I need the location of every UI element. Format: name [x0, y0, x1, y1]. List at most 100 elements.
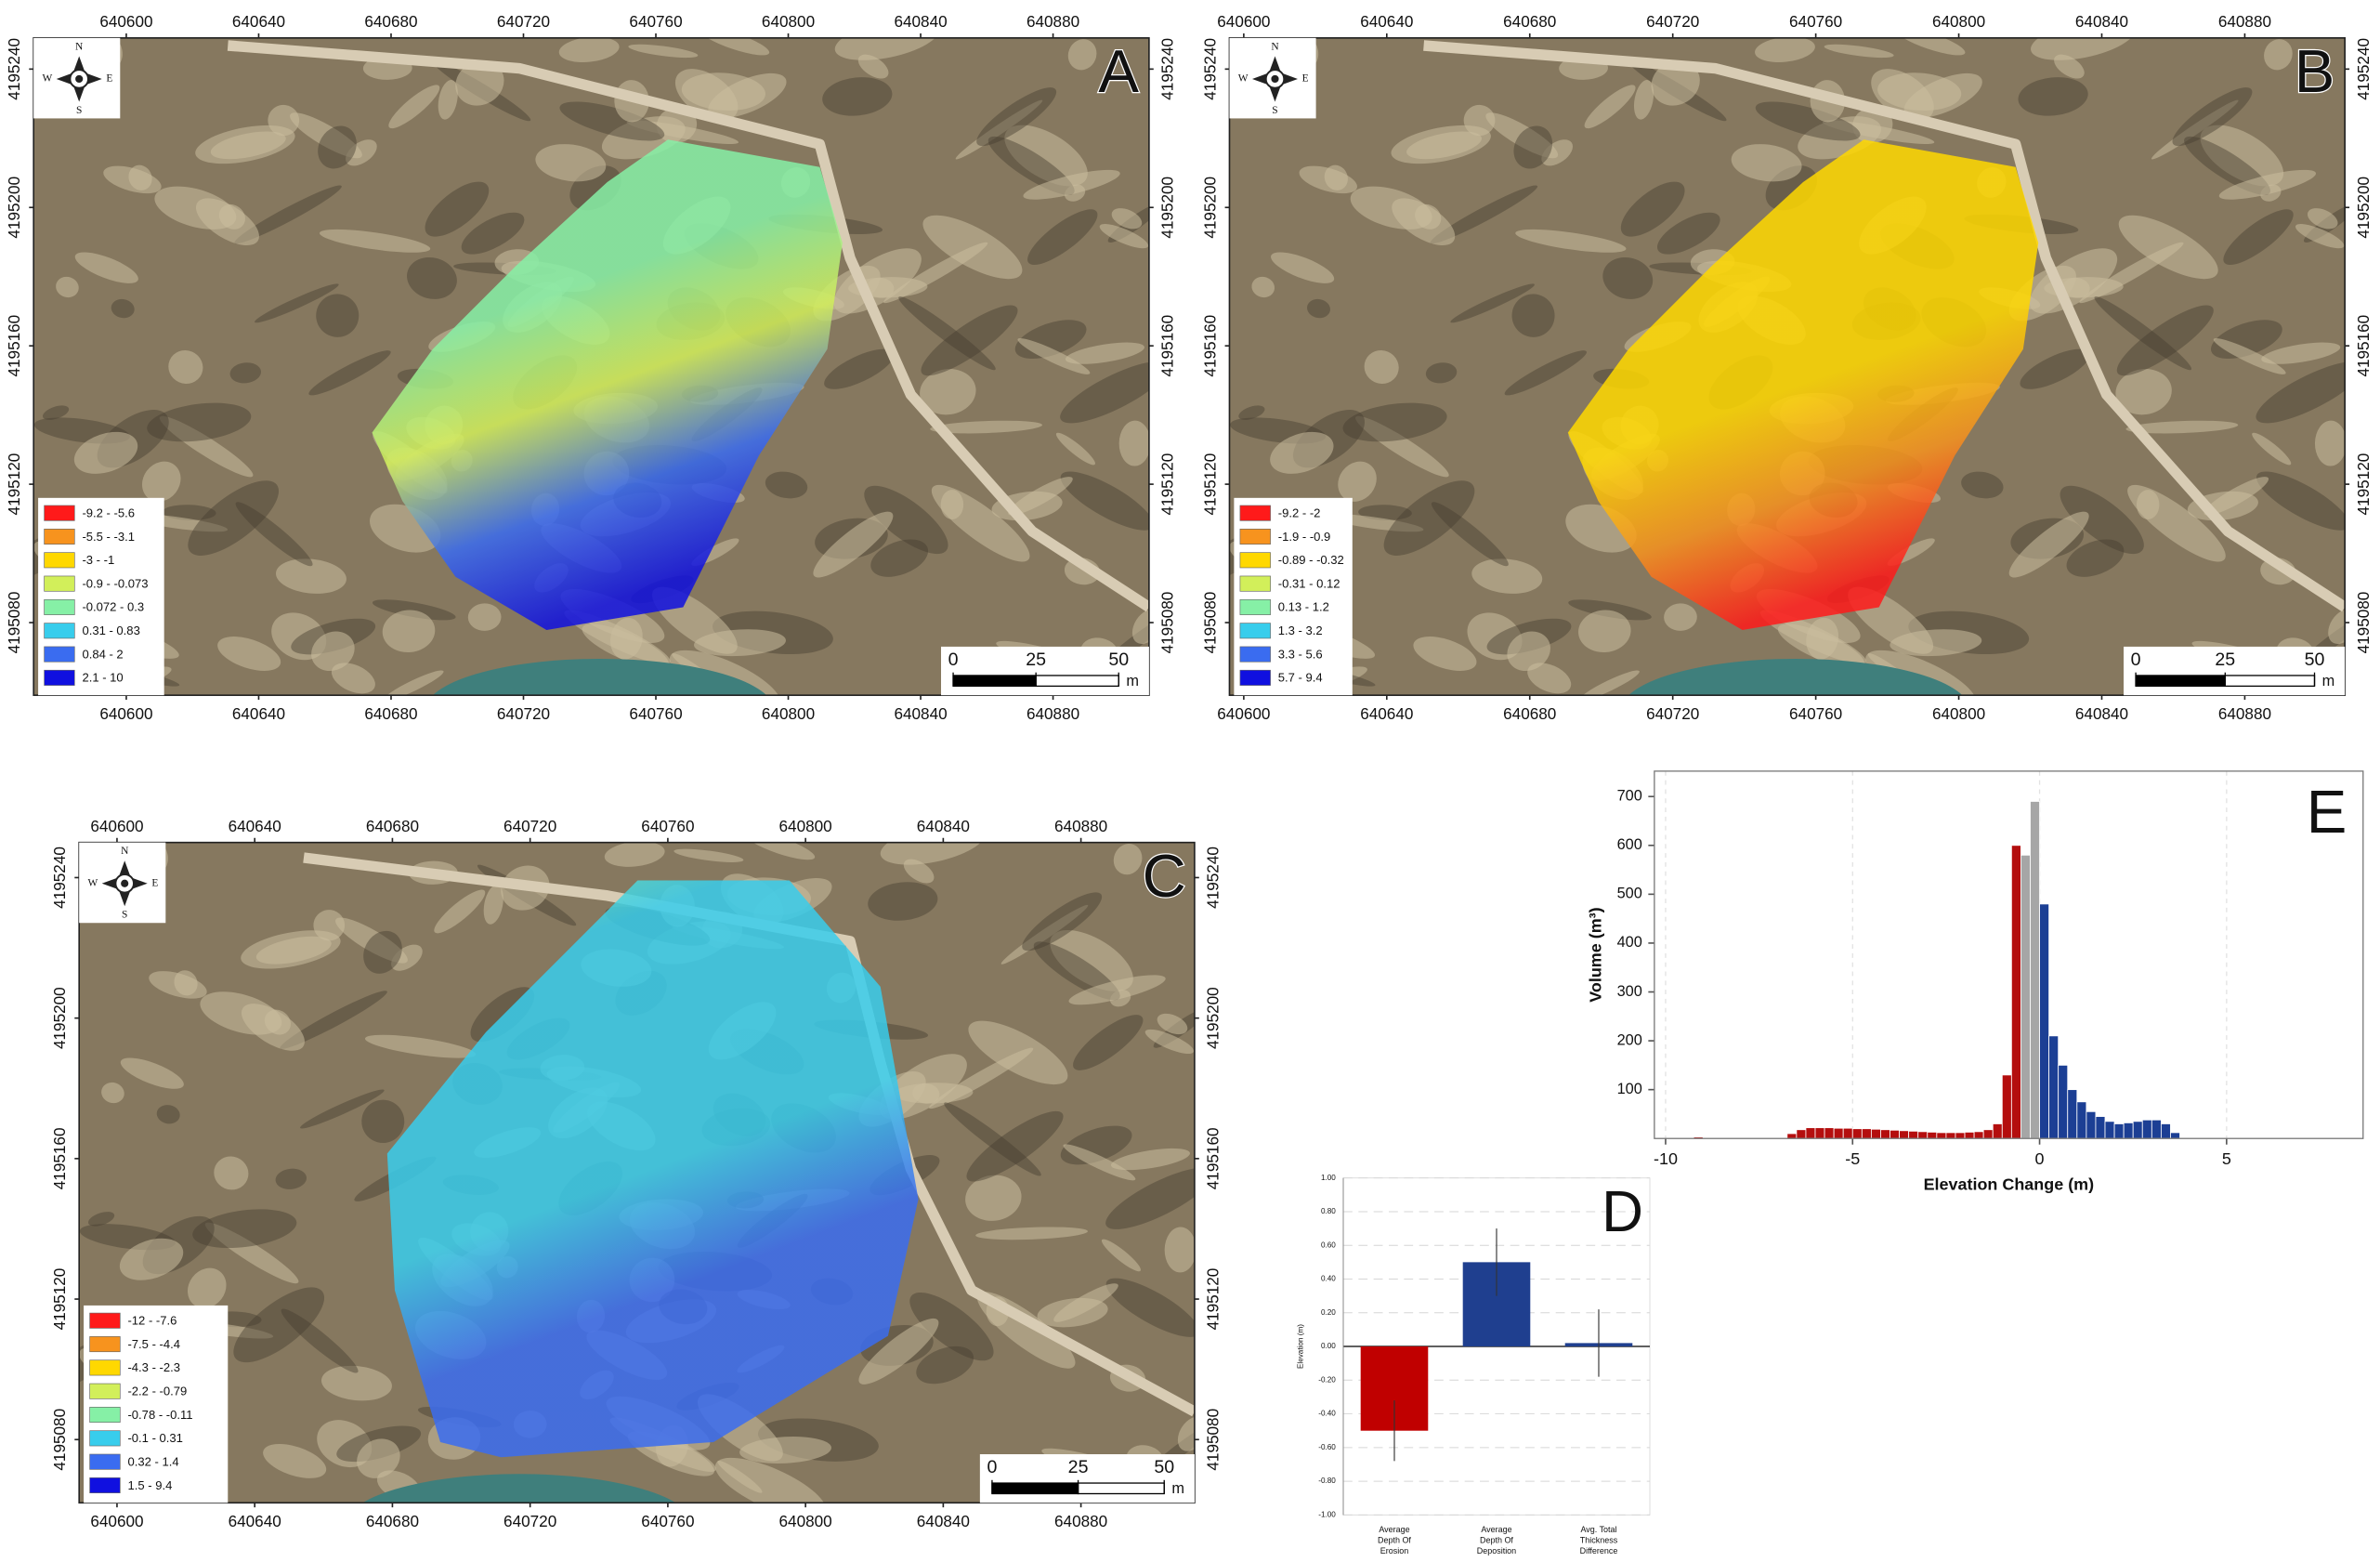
x-tick-label: 640640: [232, 12, 285, 31]
scale-box: [979, 1454, 1195, 1503]
x-tick-label: 640720: [497, 704, 550, 723]
terrain-patch: [1430, 185, 1538, 244]
y-tick-label: 4195080: [50, 1409, 69, 1471]
terrain-patch: [673, 848, 744, 862]
x-tick-label: 640840: [917, 817, 970, 835]
terrain-patch: [1731, 144, 1802, 182]
terrain-patch: [1342, 402, 1447, 442]
histogram-bar: [2048, 1035, 2060, 1139]
terrain-patch: [1055, 432, 1095, 466]
histogram-bar: [1973, 1131, 1984, 1139]
terrain-patch: [879, 1054, 967, 1120]
y-tick-label: 4195160: [5, 315, 23, 377]
terrain-patch: [42, 405, 70, 420]
terrain-patch: [1270, 431, 1334, 474]
x-tick-label: 640680: [366, 817, 419, 835]
terrain-patch: [1067, 39, 1097, 71]
y-tick-label: 0.80: [1321, 1207, 1336, 1215]
terrain-patch: [1620, 181, 1685, 237]
x-tick-label: -10: [1654, 1149, 1678, 1168]
terrain-patch: [1383, 480, 1475, 556]
legend-label: 1.3 - 3.2: [1278, 623, 1323, 637]
legend-swatch: [44, 552, 75, 569]
histogram-bar: [1786, 1133, 1798, 1139]
terrain-patch: [1099, 224, 1149, 249]
x-tick-label: Difference: [1580, 1546, 1618, 1555]
y-tick-label: -0.40: [1318, 1410, 1336, 1418]
terrain-patch: [1633, 79, 1654, 120]
scale-unit: m: [1171, 1480, 1184, 1497]
terrain-patch: [434, 889, 486, 934]
legend-swatch: [89, 1477, 121, 1493]
x-tick-label: 640680: [1503, 12, 1556, 31]
terrain-patch: [976, 87, 1057, 147]
legend-label: -3 - -1: [82, 553, 114, 567]
terrain-patch: [1017, 338, 1091, 374]
x-tick-label: 640680: [364, 12, 417, 31]
y-tick-label: 4195240: [1200, 38, 1219, 100]
terrain-patch: [188, 480, 280, 556]
compass-letter: W: [87, 877, 98, 888]
terrain-patch: [318, 125, 357, 169]
x-tick-label: 640600: [99, 704, 152, 723]
terrain-patch: [361, 1099, 405, 1144]
x-tick-label: 640600: [90, 817, 143, 835]
histogram-bar: [2123, 1122, 2134, 1139]
histogram-bar: [1890, 1129, 1900, 1139]
histogram-bar: [1851, 1128, 1863, 1139]
x-tick-label: 640840: [894, 12, 947, 31]
legend-label: 0.84 - 2: [82, 647, 123, 661]
terrain-patch: [300, 1089, 385, 1129]
terrain-patch: [162, 505, 216, 520]
legend-swatch: [44, 528, 75, 545]
compass-letter: W: [1238, 73, 1249, 85]
terrain-patch: [364, 1034, 477, 1058]
x-tick-label: 640760: [1789, 704, 1842, 723]
terrain-patch: [1324, 164, 1348, 190]
histogram-bar: [2001, 1074, 2012, 1139]
histogram-bar: [1796, 1129, 1807, 1139]
panel-label: E: [2307, 778, 2347, 846]
legend-label: 5.7 - 9.4: [1278, 671, 1323, 685]
x-tick-label: 640840: [2075, 12, 2128, 31]
histogram-bar: [1861, 1128, 1872, 1139]
terrain-patch: [1364, 350, 1399, 384]
histogram-bar: [1899, 1130, 1910, 1139]
terrain-patch: [604, 842, 665, 867]
legend-swatch: [89, 1453, 121, 1470]
scale-unit: m: [2322, 673, 2335, 689]
y-tick-label: 1.00: [1321, 1174, 1336, 1182]
terrain-patch: [2314, 420, 2346, 466]
x-tick-label: 640800: [779, 817, 832, 835]
lake: [433, 659, 767, 696]
x-tick-label: 640880: [1027, 12, 1079, 31]
scale-label: 25: [2215, 650, 2235, 670]
compass-center: [121, 879, 129, 887]
scale-box: [941, 646, 1149, 696]
terrain-patch: [281, 1308, 359, 1373]
terrain-patch: [1157, 1013, 1188, 1035]
y-tick-label: 4195120: [1158, 453, 1177, 516]
legend-swatch: [89, 1430, 121, 1447]
histogram-bar: [2030, 801, 2040, 1139]
x-tick-label: 640760: [629, 12, 682, 31]
histogram-bar: [2104, 1121, 2115, 1139]
y-tick-label: 4195080: [1204, 1409, 1223, 1471]
terrain-patch: [864, 485, 948, 555]
terrain-patch: [968, 1020, 1068, 1085]
legend-label: 0.31 - 0.83: [82, 623, 139, 637]
terrain-patch: [335, 917, 408, 964]
terrain-patch: [119, 1238, 184, 1280]
map-image: [33, 37, 1149, 696]
terrain-patch: [1515, 229, 1627, 253]
legend-label: 0.13 - 1.2: [1278, 600, 1329, 614]
terrain-patch: [2031, 37, 2136, 60]
terrain-patch: [1105, 1167, 1195, 1229]
y-tick-label: 4195160: [50, 1127, 69, 1189]
x-tick-label: 640800: [762, 704, 815, 723]
terrain-patch: [1307, 298, 1330, 319]
y-tick-label: 0.40: [1321, 1275, 1336, 1283]
y-tick-label: 300: [1617, 983, 1642, 1000]
terrain-patch: [2125, 420, 2239, 434]
